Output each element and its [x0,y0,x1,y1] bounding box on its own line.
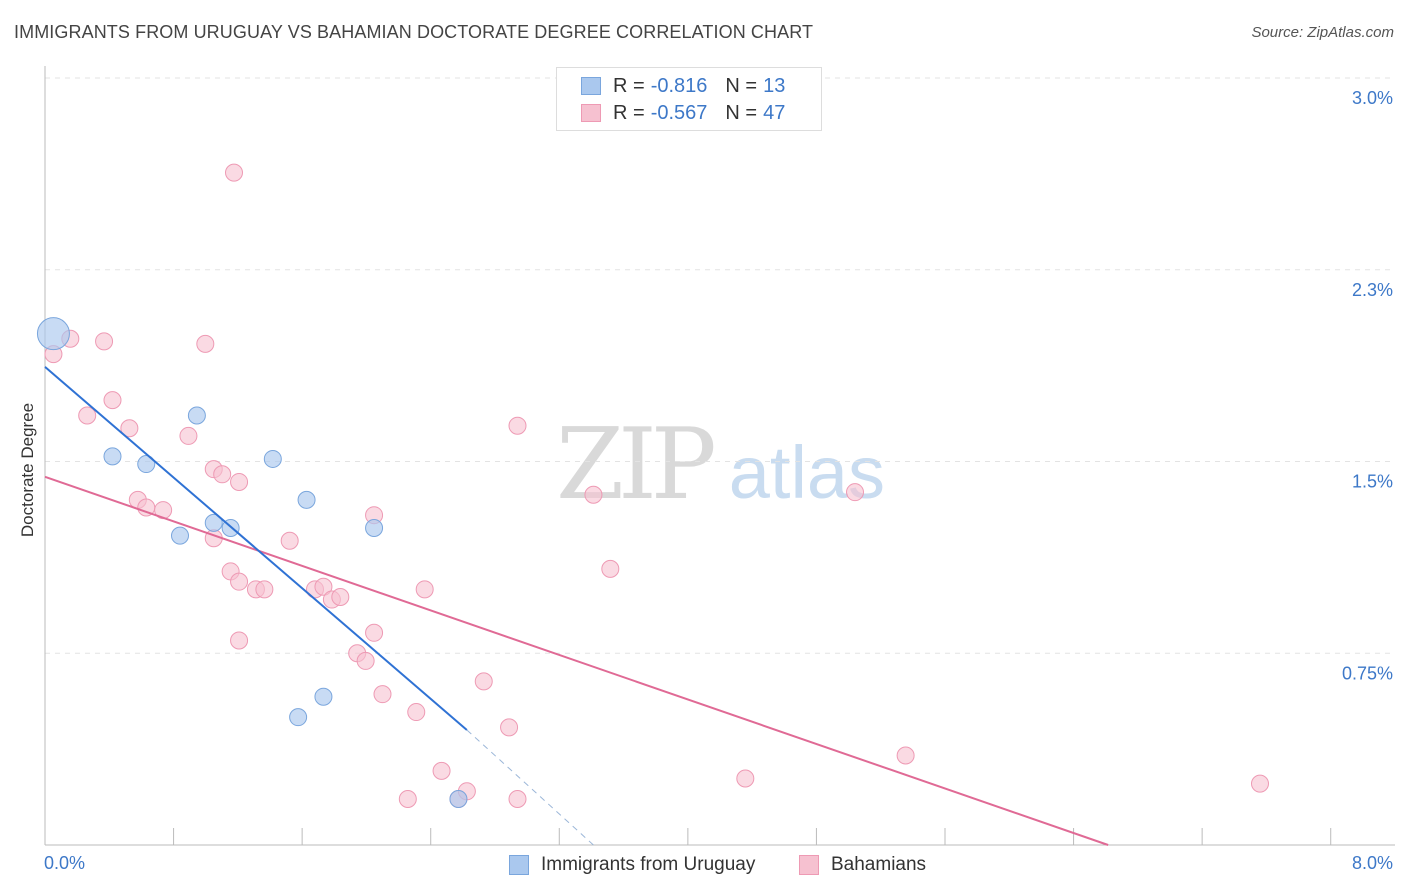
y-tick-label: 1.5% [1352,472,1393,492]
legend-label-bahamians: Bahamians [831,854,927,875]
bahamians-point [474,672,493,691]
bahamians-point [95,332,114,351]
bahamians-point [213,465,232,484]
chart-title: IMMIGRANTS FROM URUGUAY VS BAHAMIAN DOCT… [14,22,814,42]
uruguay-point [187,406,206,425]
bahamians-point [314,577,333,596]
uruguay-point [103,447,122,466]
bahamians-point [365,623,384,642]
bahamians-point [736,769,755,788]
stats-legend: R = -0.816 N = 13 R = -0.567 N = 47 [556,67,822,131]
bahamians-point [196,334,215,353]
bahamians-point [356,651,375,670]
bahamians-point [225,163,243,182]
uruguay-point [297,490,316,509]
bahamians-point [120,419,139,438]
legend-swatch-bahamians [581,104,601,122]
y-tick-label: 0.75% [1342,663,1393,683]
uruguay-point [204,513,223,532]
uruguay-point [449,789,468,808]
bahamians-point [432,761,451,780]
uruguay-point [36,317,70,351]
n-label: N = [725,74,758,97]
uruguay-point [314,687,333,706]
r-value: -0.816 [650,74,708,97]
x-tick-label: 0.0% [44,853,85,873]
uruguay-point [365,518,384,537]
bahamians-point [584,485,603,504]
bahamians-point [508,789,527,808]
x-tick-label: 8.0% [1352,853,1393,873]
bahamians-point [500,718,519,737]
legend-swatch-uruguay [509,855,529,875]
bahamians-point [508,416,527,435]
bahamians-trend-line [44,475,1109,846]
uruguay-trend-line [44,366,468,731]
bahamians-point [78,406,97,425]
stats-legend-row-bahamians: R = -0.567 N = 47 [581,101,785,125]
n-label: N = [725,101,758,124]
legend-item-uruguay[interactable]: Immigrants from Uruguay [509,852,755,878]
bahamians-point [1251,774,1269,793]
n-value: 13 [763,74,786,97]
bahamians-point [230,631,249,650]
uruguay-point [137,455,156,474]
bahamians-point [179,426,198,445]
bahamians-point [373,685,392,704]
uruguay-point [289,708,308,727]
uruguay-point [263,449,282,468]
watermark: ZIP atlas [556,408,885,522]
r-label: R = [613,74,645,97]
legend-swatch-uruguay [581,77,601,95]
bahamians-point [255,580,274,599]
y-tick-label: 3.0% [1352,88,1393,108]
r-label: R = [613,101,645,124]
bahamians-point [230,572,249,591]
bahamians-point [896,746,915,765]
legend-item-bahamians[interactable]: Bahamians [799,852,926,878]
source-label: Source: ZipAtlas.com [1251,24,1394,41]
uruguay-trend-extension [466,729,594,846]
bahamians-point [331,588,350,607]
y-axis-label: Doctorate Degree [18,402,37,538]
bahamians-point [415,580,434,599]
bahamians-point [601,559,620,578]
r-value: -0.567 [650,101,708,124]
y-tick-label: 2.3% [1352,280,1393,300]
bahamians-point [230,472,249,491]
legend-swatch-bahamians [799,855,819,875]
bahamians-point [280,531,299,550]
legend-label-uruguay: Immigrants from Uruguay [541,854,756,875]
stats-legend-row-uruguay: R = -0.816 N = 13 [581,74,785,98]
bahamians-point [407,703,426,722]
n-value: 47 [763,101,786,124]
watermark-zip: ZIP [556,408,717,522]
bahamians-point [846,483,864,502]
uruguay-point [171,526,189,545]
bahamians-point [398,789,417,808]
bahamians-point [103,391,122,410]
